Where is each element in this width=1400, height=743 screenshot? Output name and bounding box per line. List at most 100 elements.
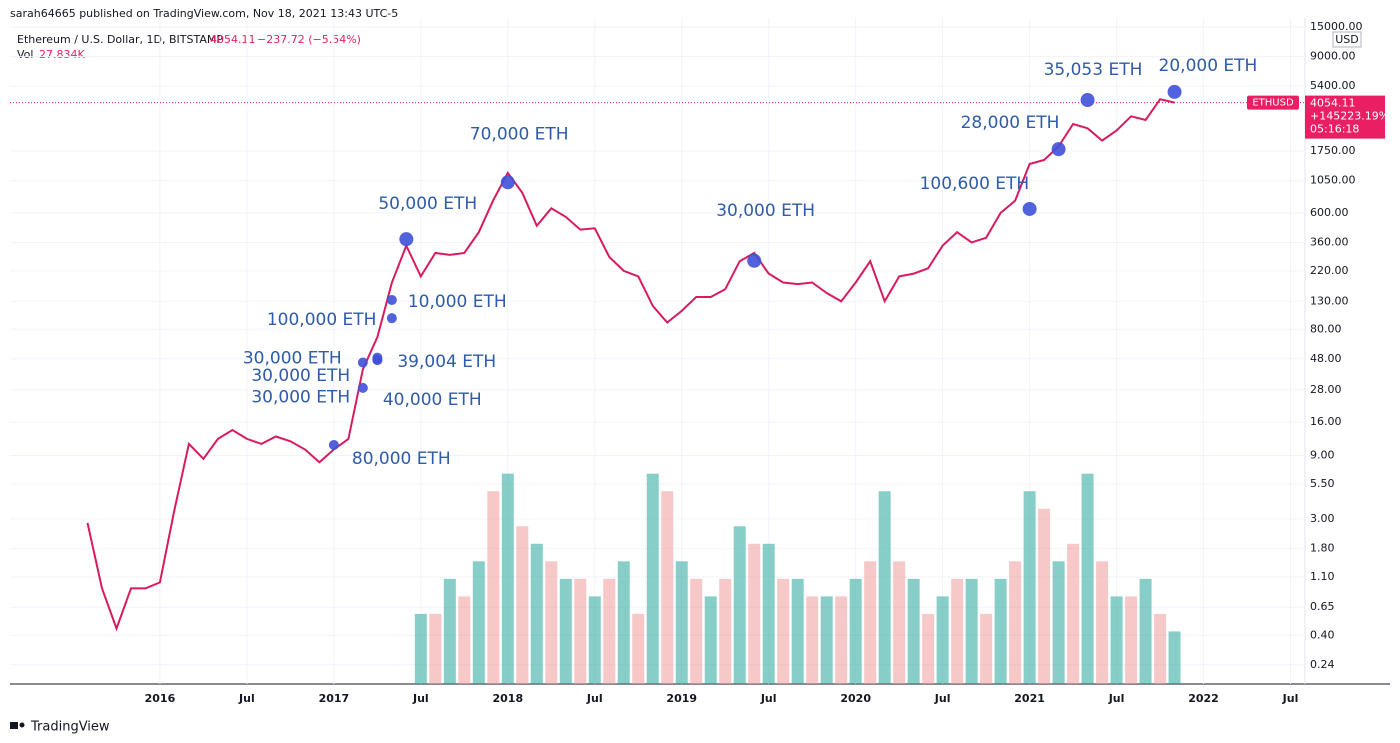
y-tick-label: 15000.00 xyxy=(1310,20,1363,33)
volume-bar xyxy=(907,578,920,684)
volume-bar xyxy=(487,491,500,684)
vol-label: Vol xyxy=(17,48,33,61)
annotation-label: 40,000 ETH xyxy=(383,390,482,410)
annotation-label: 30,000 ETH xyxy=(243,349,342,369)
volume-bar xyxy=(835,596,848,684)
volume-bar xyxy=(777,578,790,684)
price-tag-value: 4054.11 xyxy=(1310,97,1356,110)
volume-bar xyxy=(733,526,746,684)
annotation-label: 28,000 ETH xyxy=(961,113,1060,133)
annotation-label: 20,000 ETH xyxy=(1159,56,1258,76)
volume-bar xyxy=(501,473,514,684)
y-tick-label: 1.10 xyxy=(1310,570,1335,583)
y-tick-label: 0.24 xyxy=(1310,658,1335,671)
volume-bar xyxy=(530,543,543,684)
x-tick-label: 2022 xyxy=(1188,692,1219,705)
volume-bar xyxy=(1168,631,1181,684)
volume-bar xyxy=(429,613,442,684)
volume-bar xyxy=(559,578,572,684)
sale-dot xyxy=(500,175,515,190)
symbol: Ethereum / U.S. Dollar, 1D, BITSTAMP xyxy=(17,33,223,46)
annotation-label: 50,000 ETH xyxy=(378,194,477,214)
sale-dot xyxy=(747,253,762,268)
x-tick-label: 2017 xyxy=(319,692,350,705)
y-tick-label: 9.00 xyxy=(1310,448,1335,461)
vol-value: 27.834K xyxy=(39,48,85,61)
annotation-label: 100,000 ETH xyxy=(267,310,377,330)
price-tag xyxy=(1305,95,1385,139)
volume-bar xyxy=(690,578,703,684)
sale-dot xyxy=(1167,84,1182,99)
y-tick-label: 9000.00 xyxy=(1310,50,1356,63)
sale-dot xyxy=(399,232,414,247)
y-tick-label: 600.00 xyxy=(1310,206,1349,219)
volume-bar xyxy=(1110,596,1123,684)
volume-bar xyxy=(806,596,819,684)
volume-bar xyxy=(1023,491,1036,684)
last-price: 4054.11 xyxy=(210,33,256,46)
y-tick-label: 220.00 xyxy=(1310,264,1349,277)
volume-bar xyxy=(748,543,761,684)
volume-bar xyxy=(545,561,558,684)
x-tick-label: Jul xyxy=(760,692,777,705)
volume-bar xyxy=(762,543,775,684)
annotation-label: 39,004 ETH xyxy=(397,352,496,372)
sale-dot xyxy=(1080,93,1095,108)
volume-bar xyxy=(603,578,616,684)
annotation-label: 10,000 ETH xyxy=(408,292,507,312)
volume-bar xyxy=(820,596,833,684)
volume-bar xyxy=(414,613,427,684)
price-tag-change: +145223.19% xyxy=(1310,110,1389,123)
y-tick-label: 48.00 xyxy=(1310,352,1342,365)
currency-box[interactable] xyxy=(1332,31,1362,48)
price-tag-countdown: 05:16:18 xyxy=(1310,123,1359,136)
sale-dot xyxy=(386,294,397,305)
volume-bar xyxy=(632,613,645,684)
y-tick-label: 130.00 xyxy=(1310,294,1349,307)
sale-dot xyxy=(1051,142,1066,157)
x-tick-label: Jul xyxy=(586,692,603,705)
x-tick-label: 2021 xyxy=(1014,692,1045,705)
currency[interactable]: USD xyxy=(1335,33,1359,46)
volume-bar xyxy=(1139,578,1152,684)
volume-bar xyxy=(980,613,993,684)
volume-bar xyxy=(443,578,456,684)
volume-bar xyxy=(675,561,688,684)
annotation-label: 30,000 ETH xyxy=(251,366,350,386)
volume-bar xyxy=(617,561,630,684)
sale-dot xyxy=(328,439,339,450)
y-tick-label: 1750.00 xyxy=(1310,144,1356,157)
volume-bar xyxy=(719,578,732,684)
volume-bar xyxy=(1038,508,1051,684)
volume-bar xyxy=(922,613,935,684)
volume-bar xyxy=(878,491,891,684)
x-tick-label: Jul xyxy=(1108,692,1125,705)
x-tick-label: Jul xyxy=(1282,692,1299,705)
volume-bar xyxy=(893,561,906,684)
y-tick-label: 0.40 xyxy=(1310,628,1335,641)
annotation-label: 35,053 ETH xyxy=(1044,60,1143,80)
volume-bar xyxy=(704,596,717,684)
x-tick-label: 2016 xyxy=(145,692,176,705)
ticker-label: ETHUSD xyxy=(1252,98,1294,109)
published-line: sarah64665 published on TradingView.com,… xyxy=(10,7,398,20)
volume-bar xyxy=(458,596,471,684)
volume-bar xyxy=(936,596,949,684)
sale-dot xyxy=(357,357,368,368)
volume-bar xyxy=(574,578,587,684)
y-tick-label: 80.00 xyxy=(1310,322,1342,335)
volume-bar xyxy=(965,578,978,684)
volume-bar xyxy=(1096,561,1109,684)
footer: TradingView xyxy=(30,720,110,735)
price-line xyxy=(86,98,1175,632)
ticker-tag xyxy=(1247,95,1299,110)
volume-bar xyxy=(1125,596,1138,684)
annotation-label: 70,000 ETH xyxy=(470,124,569,144)
x-tick-label: 2018 xyxy=(492,692,523,705)
annotation-label: 30,000 ETH xyxy=(251,388,350,408)
x-tick-label: Jul xyxy=(412,692,429,705)
volume-bar xyxy=(1154,613,1167,684)
change: −237.72 (−5.54%) xyxy=(257,33,361,46)
sale-dot xyxy=(1022,201,1037,216)
